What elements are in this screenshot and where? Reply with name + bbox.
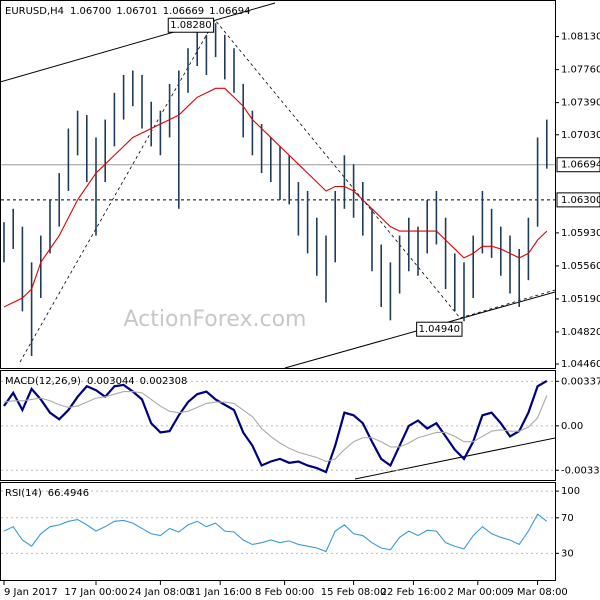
y-tick-label: 1.04460 xyxy=(561,359,600,370)
header-value: 1.06700 xyxy=(70,6,111,17)
header-value: 0.002308 xyxy=(140,376,188,387)
level-label: 1.06300 xyxy=(561,195,600,206)
watermark: ActionForex.com xyxy=(124,307,307,332)
rsi-panel xyxy=(0,482,556,581)
y-tick-label: 100 xyxy=(561,486,580,497)
annotation: 1.04940 xyxy=(419,324,460,335)
y-tick-label: 1.05190 xyxy=(561,294,600,305)
x-tick-label: 17 Jan 00:00 xyxy=(64,587,127,598)
level-box xyxy=(556,157,600,173)
y-tick-label: 1.07760 xyxy=(561,65,600,76)
y-tick-label: 30 xyxy=(561,548,574,559)
y-tick-label: 1.05930 xyxy=(561,228,600,239)
annotation-box xyxy=(416,321,463,337)
header-value: 1.06701 xyxy=(116,6,157,17)
panel-title: EURUSD,H4 xyxy=(5,6,64,17)
x-tick-label: 22 Feb 16:00 xyxy=(381,587,447,598)
series-line xyxy=(3,87,548,308)
x-tick-label: 9 Mar 08:00 xyxy=(507,587,567,598)
y-tick-label: 1.08130 xyxy=(561,32,600,43)
x-tick-label: 9 Jan 2017 xyxy=(4,587,58,598)
level-label: 1.06694 xyxy=(561,160,600,171)
x-tick-label: 31 Jan 16:00 xyxy=(189,587,252,598)
series-line xyxy=(3,380,548,474)
x-tick-label: 8 Feb 00:00 xyxy=(255,587,314,598)
annotation-box xyxy=(167,17,215,33)
series-line xyxy=(3,513,548,553)
panel-title: MACD(12,26,9) xyxy=(5,376,81,387)
y-tick-label: 1.04820 xyxy=(561,327,600,338)
header-value: 1.06694 xyxy=(209,6,250,17)
plot-layer: 1.08130 1.07760 1.07390 1.07030 1.05930 1.055… xyxy=(1,6,600,598)
level-box xyxy=(556,192,600,208)
y-tick-label: 0.003374 xyxy=(561,376,600,387)
panel-title: RSI(14) xyxy=(5,488,42,499)
price-panel xyxy=(0,0,556,369)
x-tick-label: 24 Jan 08:00 xyxy=(129,587,192,598)
series-line xyxy=(3,390,548,463)
y-tick-label: 0.00 xyxy=(561,421,583,432)
header-value: 66.4946 xyxy=(48,488,89,499)
y-tick-label: 1.07390 xyxy=(561,98,600,109)
annotation: 1.08280 xyxy=(170,20,211,31)
macd-trendline xyxy=(354,437,556,480)
y-tick-label: 1.05560 xyxy=(561,261,600,272)
header-value: 1.06669 xyxy=(163,6,204,17)
y-tick-label: 1.07030 xyxy=(561,130,600,141)
zigzag-line xyxy=(19,19,556,363)
y-tick-label: -0.003363 xyxy=(561,465,600,476)
header-value: 0.003044 xyxy=(87,376,135,387)
channel-line xyxy=(0,2,276,83)
y-tick-label: 70 xyxy=(561,513,574,524)
x-tick-label: 2 Mar 00:00 xyxy=(448,587,508,598)
x-tick-label: 15 Feb 08:00 xyxy=(321,587,387,598)
